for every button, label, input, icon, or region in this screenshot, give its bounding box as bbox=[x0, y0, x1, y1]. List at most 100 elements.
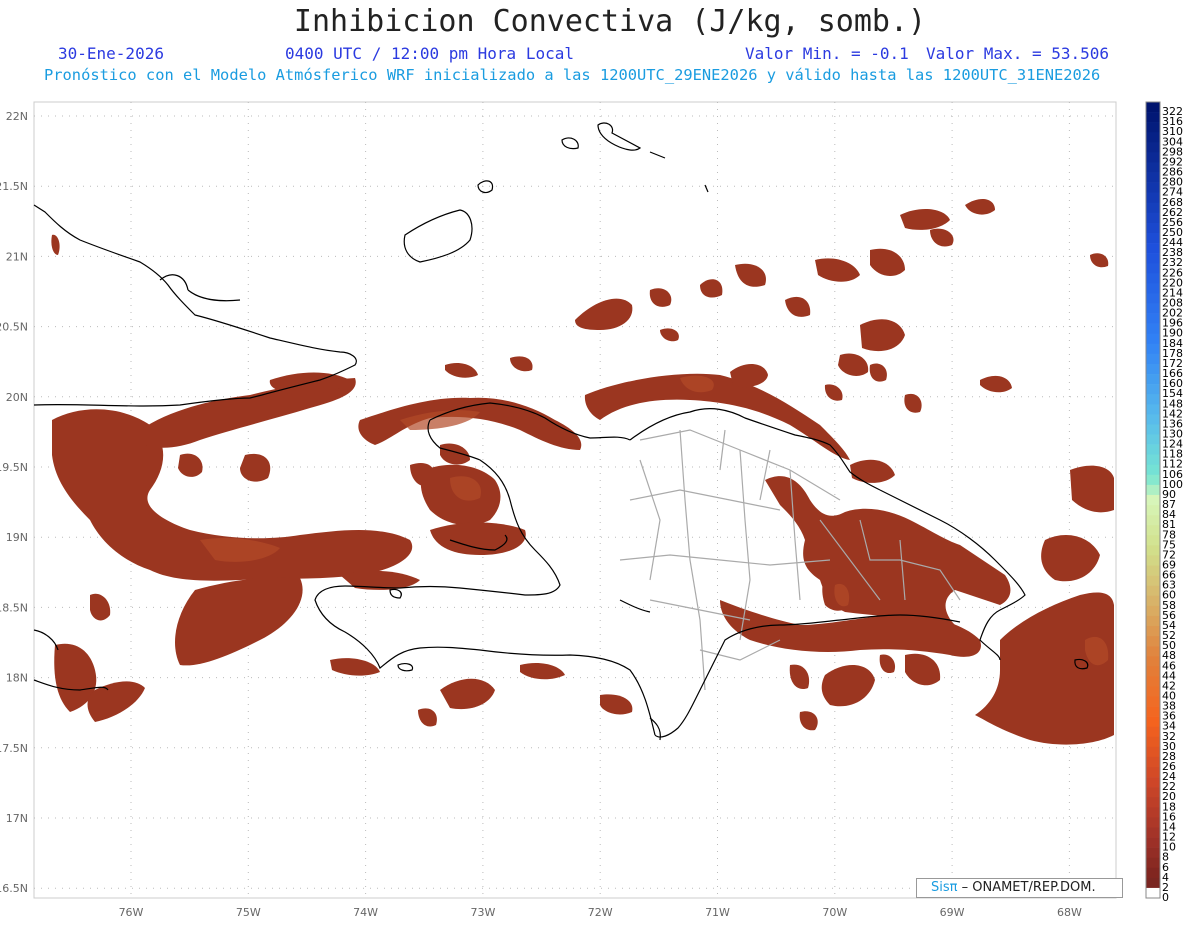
colorbar-swatch bbox=[1146, 827, 1160, 838]
colorbar-label: 250 bbox=[1162, 226, 1183, 239]
lat-tick-label: 18N bbox=[6, 672, 28, 685]
colorbar-label: 166 bbox=[1162, 367, 1183, 380]
forecast-time: 0400 UTC / 12:00 pm Hora Local bbox=[285, 44, 574, 63]
colorbar-label: 10 bbox=[1162, 841, 1176, 854]
cin-highlights bbox=[200, 375, 1109, 666]
latitude-labels: 22N 21.5N 21N 20.5N 20N 19.5N 19N 18.5N 18N 17.5N… bbox=[0, 110, 28, 895]
lat-tick-label: 21.5N bbox=[0, 180, 28, 193]
colorbar-label: 20 bbox=[1162, 790, 1176, 803]
colorbar-swatch bbox=[1146, 444, 1160, 455]
lat-tick-label: 18.5N bbox=[0, 601, 28, 614]
colorbar-label: 106 bbox=[1162, 468, 1183, 481]
colorbar-label: 78 bbox=[1162, 528, 1176, 541]
lon-tick-label: 72W bbox=[588, 906, 613, 919]
map-title: Inhibicion Convectiva (J/kg, somb.) bbox=[293, 4, 927, 39]
colorbar-swatch bbox=[1146, 857, 1160, 869]
colorbar-swatch bbox=[1146, 494, 1160, 506]
colorbar-swatch bbox=[1146, 656, 1160, 667]
colorbar-swatch bbox=[1146, 877, 1160, 889]
colorbar-label: 262 bbox=[1162, 206, 1183, 219]
colorbar-label: 14 bbox=[1162, 820, 1176, 833]
colorbar-label: 172 bbox=[1162, 357, 1183, 370]
colorbar-label: 38 bbox=[1162, 700, 1176, 713]
colorbar-swatch bbox=[1146, 887, 1160, 899]
colorbar-swatch bbox=[1146, 676, 1160, 687]
colorbar-label: 148 bbox=[1162, 397, 1183, 410]
colorbar-swatch bbox=[1146, 605, 1160, 617]
colorbar-swatch bbox=[1146, 343, 1160, 355]
colorbar-swatch bbox=[1146, 515, 1160, 526]
lat-tick-label: 17N bbox=[6, 812, 28, 825]
colorbar-swatch bbox=[1146, 474, 1160, 486]
min-value: Valor Min. = -0.1 bbox=[745, 44, 909, 63]
lat-tick-label: 19N bbox=[6, 531, 28, 544]
colorbar-label: 16 bbox=[1162, 810, 1176, 823]
colorbar-label: 69 bbox=[1162, 558, 1176, 571]
colorbar-swatch bbox=[1146, 505, 1160, 516]
lon-tick-label: 71W bbox=[705, 906, 730, 919]
colorbar-swatch bbox=[1146, 777, 1160, 788]
colorbar-label: 244 bbox=[1162, 236, 1183, 249]
colorbar-swatch bbox=[1146, 394, 1160, 405]
lat-tick-label: 17.5N bbox=[0, 742, 28, 755]
colorbar-label: 90 bbox=[1162, 488, 1176, 501]
colorbar-label: 274 bbox=[1162, 186, 1183, 199]
colorbar-swatch bbox=[1146, 323, 1160, 335]
colorbar-swatch bbox=[1146, 847, 1160, 858]
colorbar-swatch bbox=[1146, 414, 1160, 425]
colorbar-label: 24 bbox=[1162, 770, 1176, 783]
colorbar-label: 22 bbox=[1162, 780, 1176, 793]
colorbar-label: 112 bbox=[1162, 458, 1183, 471]
colorbar-label: 60 bbox=[1162, 589, 1176, 602]
colorbar-label: 84 bbox=[1162, 508, 1176, 521]
colorbar-label: 214 bbox=[1162, 286, 1183, 299]
colorbar-label: 36 bbox=[1162, 710, 1176, 723]
colorbar-label: 87 bbox=[1162, 498, 1176, 511]
colorbar-label: 48 bbox=[1162, 649, 1176, 662]
lon-tick-label: 75W bbox=[236, 906, 261, 919]
colorbar-label: 286 bbox=[1162, 166, 1183, 179]
colorbar-swatch bbox=[1146, 807, 1160, 818]
colorbar-swatch bbox=[1146, 232, 1160, 244]
colorbar-swatch bbox=[1146, 545, 1160, 556]
colorbar-label: 32 bbox=[1162, 730, 1176, 743]
colorbar-label: 154 bbox=[1162, 387, 1183, 400]
colorbar-label: 18 bbox=[1162, 800, 1176, 813]
colorbar-swatch bbox=[1146, 263, 1160, 274]
lon-tick-label: 70W bbox=[822, 906, 847, 919]
colorbar-swatch bbox=[1146, 212, 1160, 224]
colorbar-label: 226 bbox=[1162, 266, 1183, 279]
colorbar-label: 304 bbox=[1162, 135, 1183, 148]
colorbar-label: 50 bbox=[1162, 639, 1176, 652]
lat-tick-label: 21N bbox=[6, 250, 28, 263]
colorbar-label: 232 bbox=[1162, 256, 1183, 269]
colorbar-label: 63 bbox=[1162, 579, 1176, 592]
lon-tick-label: 73W bbox=[470, 906, 495, 919]
lon-tick-label: 74W bbox=[353, 906, 378, 919]
colorbar-swatch bbox=[1146, 585, 1160, 597]
colorbar-swatch bbox=[1146, 132, 1160, 143]
colorbar-swatch bbox=[1146, 767, 1160, 778]
colorbar-label: 184 bbox=[1162, 337, 1183, 350]
forecast-subtitle: Pronóstico con el Modelo Atmósferico WRF… bbox=[44, 66, 1101, 84]
colorbar-label: 136 bbox=[1162, 417, 1183, 430]
colorbar-swatch bbox=[1146, 404, 1160, 415]
colorbar-label: 256 bbox=[1162, 216, 1183, 229]
lat-tick-label: 20N bbox=[6, 391, 28, 404]
max-value: Valor Max. = 53.506 bbox=[926, 44, 1110, 63]
colorbar-label: 268 bbox=[1162, 196, 1183, 209]
province-borders bbox=[619, 429, 961, 691]
colorbar-swatch bbox=[1146, 454, 1160, 466]
colorbar-swatch bbox=[1146, 736, 1160, 748]
colorbar-label: 190 bbox=[1162, 327, 1183, 340]
colorbar-swatch bbox=[1146, 756, 1160, 768]
lat-tick-label: 20.5N bbox=[0, 321, 28, 334]
colorbar-swatch bbox=[1146, 333, 1160, 345]
colorbar-swatch bbox=[1146, 313, 1160, 324]
colorbar: 3223163103042982922862802742682622562502… bbox=[1145, 101, 1183, 904]
colorbar-swatch bbox=[1146, 817, 1160, 828]
lat-tick-label: 19.5N bbox=[0, 461, 28, 474]
colorbar-label: 316 bbox=[1162, 115, 1183, 128]
colorbar-swatch bbox=[1146, 625, 1160, 637]
